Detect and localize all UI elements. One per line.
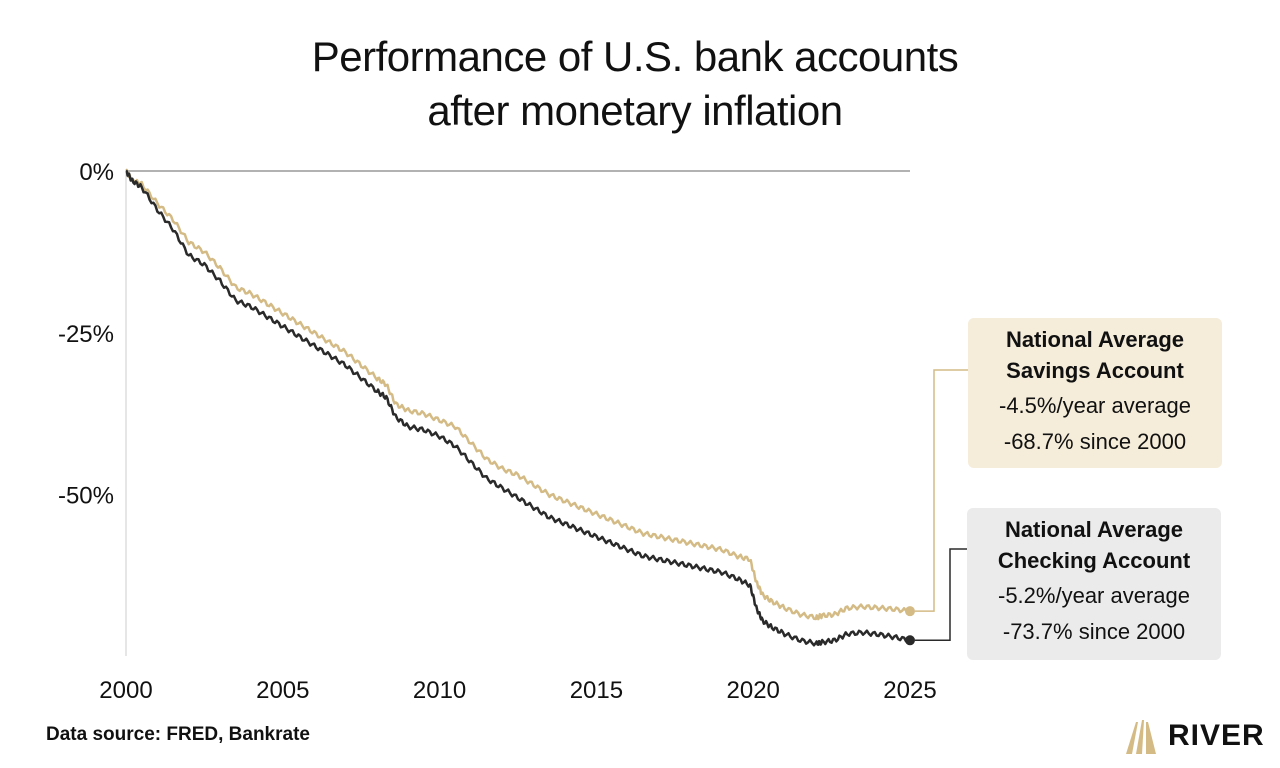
river-logo-text: RIVER (1168, 719, 1265, 752)
savings-total-change: -68.7% since 2000 (1003, 429, 1187, 454)
x-tick-label: 2010 (413, 677, 466, 704)
river-mark-icon (1126, 720, 1156, 754)
savings-endpoint-marker (905, 606, 915, 617)
river-logo: RIVER (1124, 718, 1265, 754)
checking-series-line (125, 169, 911, 647)
y-tick-label: -25% (58, 321, 114, 348)
chart-title-line1: Performance of U.S. bank accounts (311, 33, 959, 80)
checking-callout-name-line1: National Average (1004, 517, 1184, 542)
checking-annual-average: -5.2%/year average (998, 583, 1190, 608)
chart-title-line2: after monetary inflation (427, 87, 843, 134)
chart-title: Performance of U.S. bank accounts after … (0, 30, 1270, 138)
x-tick-label: 2025 (883, 677, 936, 704)
savings-callout: National Average Savings Account -4.5%/y… (968, 318, 1222, 468)
x-tick-label: 2015 (570, 677, 623, 704)
savings-callout-name-line1: National Average (1005, 327, 1185, 352)
checking-leader-line (915, 548, 967, 642)
y-tick-label: 0% (79, 159, 114, 186)
data-source-note: Data source: FRED, Bankrate (46, 724, 310, 745)
checking-callout: National Average Checking Account -5.2%/… (967, 508, 1221, 660)
x-tick-label: 2000 (99, 677, 152, 704)
savings-series-line (125, 168, 911, 621)
x-tick-label: 2005 (256, 677, 309, 704)
savings-leader-line (915, 369, 968, 612)
checking-callout-name-line2: Checking Account (997, 548, 1191, 573)
savings-callout-name: National Average Savings Account (968, 318, 1222, 386)
checking-endpoint-marker (905, 635, 915, 646)
savings-annual-average: -4.5%/year average (999, 393, 1191, 418)
checking-total-change: -73.7% since 2000 (1002, 619, 1186, 644)
checking-callout-name: National Average Checking Account (967, 508, 1221, 576)
x-tick-label: 2020 (727, 677, 780, 704)
y-tick-label: -50% (58, 483, 114, 510)
savings-callout-name-line2: Savings Account (1006, 358, 1184, 383)
